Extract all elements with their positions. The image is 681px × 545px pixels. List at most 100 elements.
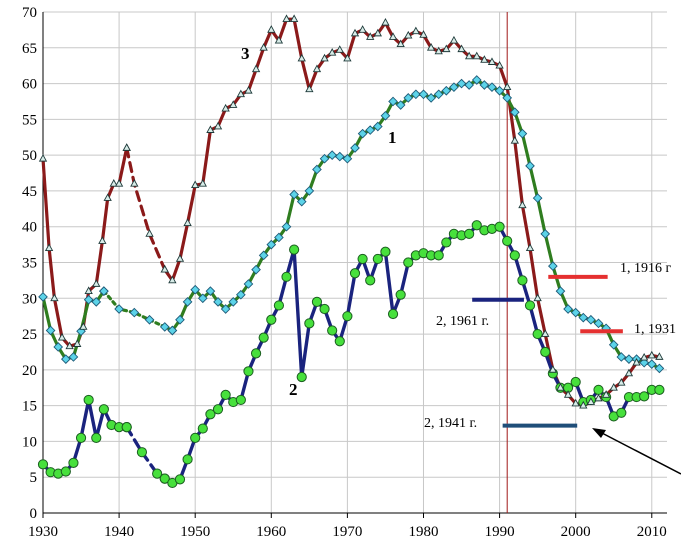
marker-diamond bbox=[570, 307, 581, 318]
marker-diamond bbox=[334, 151, 345, 162]
marker-circle bbox=[342, 311, 353, 322]
marker-triangle bbox=[426, 43, 436, 51]
marker-circle bbox=[471, 220, 482, 231]
marker-diamond bbox=[532, 193, 543, 203]
marker-circle bbox=[258, 332, 269, 343]
series-line bbox=[163, 17, 661, 408]
marker-diamond bbox=[289, 189, 299, 200]
marker-diamond bbox=[205, 286, 216, 296]
x-tick-label: 1960 bbox=[256, 524, 286, 540]
marker-triangle bbox=[419, 30, 428, 38]
marker-triangle bbox=[297, 53, 306, 62]
y-tick-label: 15 bbox=[22, 399, 37, 415]
marker-triangle bbox=[236, 89, 246, 98]
marker-triangle bbox=[480, 55, 489, 63]
marker-triangle bbox=[655, 352, 664, 360]
marker-diamond bbox=[479, 80, 490, 90]
marker-triangle bbox=[267, 25, 276, 33]
marker-triangle bbox=[343, 53, 352, 62]
marker-circle bbox=[197, 423, 208, 434]
marker-triangle bbox=[198, 179, 207, 187]
series-line bbox=[170, 78, 661, 370]
marker-diamond bbox=[236, 289, 246, 300]
marker-diamond bbox=[350, 143, 360, 153]
annotations: 1, 1916 г 1, 1931 2, 1961 г. 2, 1941 г. bbox=[424, 261, 681, 475]
marker-triangle bbox=[103, 193, 112, 201]
marker-triangle bbox=[647, 350, 656, 359]
marker-circle bbox=[136, 447, 148, 458]
marker-circle bbox=[174, 474, 186, 485]
marker-circle bbox=[616, 407, 627, 418]
marker-diamond bbox=[517, 128, 528, 139]
series-label-2: 2 bbox=[289, 380, 298, 399]
marker-circle bbox=[365, 275, 376, 286]
marker-triangle bbox=[168, 275, 177, 284]
marker-circle bbox=[570, 376, 581, 388]
marker-diamond bbox=[563, 304, 573, 314]
marker-triangle bbox=[396, 39, 405, 48]
marker-diamond bbox=[639, 357, 650, 368]
marker-diamond bbox=[319, 153, 330, 164]
marker-triangle bbox=[98, 236, 107, 244]
series-line bbox=[102, 289, 174, 333]
marker-diamond bbox=[624, 354, 634, 364]
marker-diamond bbox=[60, 354, 71, 364]
marker-diamond bbox=[449, 82, 459, 92]
series-label-3: 3 bbox=[241, 44, 250, 63]
x-tick-label: 2000 bbox=[561, 524, 591, 540]
marker-circle bbox=[524, 300, 536, 311]
marker-triangle bbox=[388, 32, 398, 40]
y-tick-label: 10 bbox=[22, 434, 37, 450]
marker-triangle bbox=[503, 82, 512, 91]
y-tick-label: 65 bbox=[22, 41, 37, 57]
marker-circle bbox=[319, 303, 330, 315]
marker-triangle bbox=[472, 51, 481, 60]
marker-circle bbox=[235, 394, 246, 406]
marker-triangle bbox=[457, 44, 466, 53]
marker-circle bbox=[60, 466, 71, 477]
marker-diamond bbox=[83, 294, 94, 305]
marker-diamond bbox=[53, 342, 64, 352]
marker-diamond bbox=[99, 286, 109, 296]
marker-circle bbox=[654, 384, 665, 395]
marker-triangle bbox=[122, 143, 131, 151]
x-tick-label: 1940 bbox=[104, 524, 134, 540]
marker-diamond bbox=[281, 221, 292, 232]
marker-triangle bbox=[640, 352, 649, 361]
marker-triangle bbox=[563, 390, 573, 398]
marker-circle bbox=[281, 271, 292, 282]
series-line bbox=[41, 157, 116, 348]
marker-diamond bbox=[388, 96, 398, 107]
marker-diamond bbox=[608, 339, 619, 350]
marker-triangle bbox=[213, 121, 223, 130]
y-tick-label: 55 bbox=[22, 112, 37, 128]
marker-triangle bbox=[571, 398, 580, 407]
marker-circle bbox=[243, 366, 254, 377]
marker-triangle bbox=[73, 339, 82, 347]
marker-circle bbox=[304, 318, 315, 329]
x-tick-label: 2010 bbox=[637, 524, 667, 540]
marker-diamond bbox=[129, 307, 140, 318]
marker-diamond bbox=[441, 85, 452, 96]
marker-circle bbox=[121, 422, 132, 433]
marker-circle bbox=[289, 244, 300, 255]
marker-triangle bbox=[594, 393, 603, 402]
x-tick-label: 1970 bbox=[332, 524, 362, 540]
marker-triangle bbox=[601, 390, 611, 398]
marker-diamond bbox=[654, 363, 665, 374]
marker-circle bbox=[357, 253, 368, 265]
marker-triangle bbox=[57, 332, 67, 341]
marker-triangle bbox=[229, 100, 238, 108]
marker-triangle bbox=[244, 85, 253, 94]
marker-circle bbox=[593, 384, 604, 395]
marker-circle bbox=[334, 336, 345, 347]
marker-triangle bbox=[282, 14, 291, 23]
marker-diamond bbox=[456, 78, 467, 89]
marker-circle bbox=[509, 250, 520, 261]
marker-diamond bbox=[426, 93, 436, 103]
marker-diamond bbox=[68, 352, 79, 362]
marker-triangle bbox=[373, 28, 382, 37]
marker-diamond bbox=[411, 89, 421, 100]
marker-circle bbox=[68, 457, 79, 468]
marker-circle bbox=[83, 394, 94, 406]
